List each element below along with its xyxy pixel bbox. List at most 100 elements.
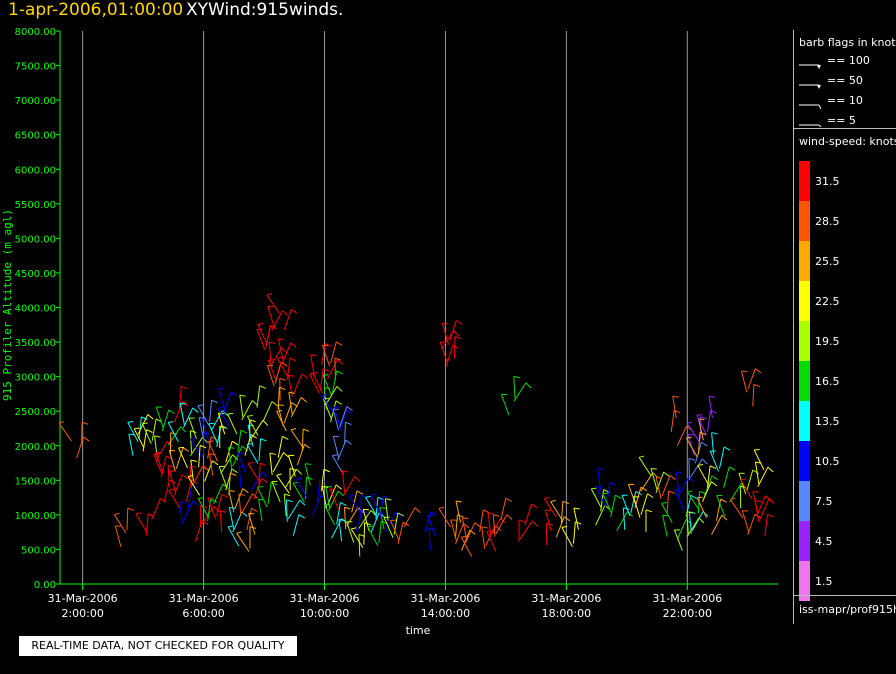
barb-shaft	[622, 507, 626, 530]
wind-barb	[730, 497, 761, 535]
barb-shaft	[266, 294, 280, 314]
barb-shaft	[697, 418, 704, 441]
barb-shaft	[633, 496, 641, 518]
barb-flag	[190, 430, 197, 433]
barb-shaft	[740, 370, 748, 393]
barb-shaft	[241, 493, 254, 514]
barb-flag	[81, 421, 89, 425]
barb-flag	[229, 507, 236, 509]
wind-barb	[455, 500, 476, 551]
barb-shaft	[640, 493, 648, 515]
barb-shaft	[142, 429, 148, 452]
barb-flag	[180, 426, 186, 433]
barb-flag	[211, 399, 218, 404]
barb-flag	[259, 385, 266, 389]
barb-shaft	[324, 505, 336, 526]
barb-flag	[236, 531, 242, 534]
barb-flag	[647, 493, 654, 498]
barb-shaft	[267, 306, 275, 328]
barb-flag	[740, 478, 747, 481]
barb-shaft	[256, 486, 268, 508]
wind-barb	[217, 387, 238, 427]
barb-shaft	[697, 465, 709, 485]
barb-shaft	[321, 345, 331, 367]
barb-shaft	[225, 468, 233, 491]
barb-flag	[296, 468, 303, 475]
barb-shaft	[232, 511, 243, 533]
barb-shaft	[338, 519, 343, 542]
colorscale-label: 25.5	[815, 255, 840, 268]
barb-shaft	[754, 500, 760, 523]
colorscale-label: 22.5	[815, 295, 840, 308]
barb-flag	[160, 497, 167, 504]
barb-flag	[276, 473, 282, 476]
wind-barb	[256, 324, 277, 364]
barb-flag	[672, 395, 679, 398]
wind-barb	[438, 506, 470, 545]
barb-shaft	[274, 362, 282, 384]
barb-shaft	[256, 329, 266, 351]
barb-flag	[690, 494, 697, 499]
barb-flag	[324, 386, 331, 390]
barb-legend-item: == 5	[799, 114, 856, 128]
barb-flag	[335, 400, 342, 405]
barb-shaft	[519, 520, 533, 540]
barb-flag	[228, 446, 235, 449]
barb-shaft	[304, 463, 311, 486]
x-tick-date: 31-Mar-2006	[410, 592, 480, 605]
barb-flag	[278, 338, 285, 340]
barb-flag	[615, 494, 622, 499]
barb-flag	[324, 504, 330, 506]
barb-flag	[262, 419, 269, 426]
barb-flag	[260, 438, 267, 442]
wind-barb	[321, 341, 343, 381]
barb-flag	[365, 495, 371, 498]
barb-flag	[298, 514, 305, 519]
barb-flag	[754, 448, 760, 451]
barb-shaft	[265, 325, 272, 347]
barb-shaft	[543, 498, 557, 518]
barb-shaft	[676, 425, 687, 447]
barb-shaft	[189, 430, 193, 453]
barb-shaft	[329, 489, 340, 510]
colorscale-swatch	[799, 241, 810, 281]
x-tick-time: 10:00:00	[300, 607, 349, 620]
barb-flag	[711, 475, 718, 481]
barb-flag	[257, 486, 263, 488]
barb-flag	[312, 372, 319, 374]
barb-shaft	[331, 518, 343, 539]
barb-flag	[238, 493, 246, 496]
colorscale-swatch	[799, 401, 810, 441]
barb-flag	[231, 468, 238, 474]
barb-flag	[198, 416, 205, 419]
barb-flag	[563, 516, 571, 522]
colorscale-swatch	[799, 521, 810, 561]
barb-shaft	[479, 509, 484, 532]
wind-barb	[276, 454, 297, 494]
barb-shaft	[706, 465, 711, 488]
barb-flag	[518, 519, 526, 523]
barb-shaft	[334, 358, 337, 381]
barb-flag	[288, 391, 295, 394]
barb-flag	[283, 452, 290, 458]
x-tick-date: 31-Mar-2006	[652, 592, 722, 605]
barb-flag	[231, 440, 239, 446]
barb-flag	[262, 471, 269, 478]
barb-flag	[228, 490, 235, 492]
barb-flag	[550, 499, 556, 503]
barb-shaft	[650, 468, 658, 490]
barb-shaft	[561, 527, 573, 547]
barb-shaft	[333, 406, 342, 429]
wind-barb	[195, 505, 220, 542]
wind-barb	[266, 293, 298, 331]
wind-barb	[740, 368, 762, 407]
barb-flag	[187, 474, 194, 478]
barb-shaft	[197, 498, 210, 519]
wind-barb	[217, 412, 239, 463]
barb-flag	[191, 484, 199, 489]
barb-shaft	[513, 382, 527, 402]
barb-shaft	[337, 439, 347, 461]
barb-flag	[461, 535, 467, 538]
barb-shaft	[296, 479, 308, 499]
barb-flag	[282, 435, 289, 440]
